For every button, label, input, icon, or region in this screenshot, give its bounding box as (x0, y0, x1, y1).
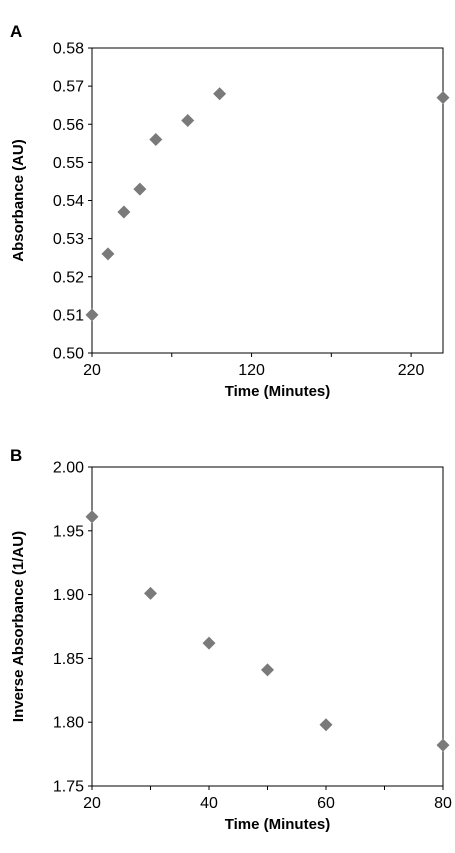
y-tick-label: 0.57 (53, 79, 84, 96)
y-tick-label: 2.00 (53, 460, 84, 477)
y-tick-label: 0.52 (53, 269, 84, 286)
y-tick-label: 1.90 (53, 587, 84, 604)
y-axis-title: Inverse Absorbance (1/AU) (10, 531, 27, 722)
x-tick-label: 40 (200, 795, 218, 812)
y-tick-label: 1.80 (53, 715, 84, 732)
plot-frame (91, 466, 444, 787)
data-point (144, 586, 157, 600)
y-tick-label: 0.56 (53, 117, 84, 134)
data-point (85, 308, 99, 322)
x-tick-label: 120 (238, 362, 265, 379)
data-point (436, 91, 450, 105)
x-axis-title: Time (Minutes) (225, 816, 331, 833)
y-tick-label: 0.55 (53, 155, 84, 172)
y-tick-label: 1.75 (53, 779, 84, 796)
x-axis-title: Time (Minutes) (225, 383, 331, 400)
y-tick-label: 0.54 (53, 193, 84, 210)
data-point (101, 247, 115, 261)
y-axis-title: Absorbance (AU) (10, 139, 27, 262)
chart-panel-b: B 1.75 1.80 1.85 1.90 1.95 2.00 20 40 60 80 Time (M… (10, 446, 452, 833)
chart-panel-a: A 0.50 0.51 0.52 0.53 0.54 0.55 0.56 0.57 0.58 20 1… (10, 22, 450, 400)
data-point (117, 205, 131, 219)
data-point (261, 663, 274, 677)
y-tick-label: 0.50 (53, 346, 84, 363)
data-point (85, 510, 99, 524)
x-tick-label: 20 (83, 795, 101, 812)
x-tick-label: 80 (434, 795, 452, 812)
data-point (436, 738, 450, 752)
x-tick-label: 20 (83, 362, 101, 379)
y-tick-label: 0.53 (53, 231, 84, 248)
y-tick-label: 1.85 (53, 651, 84, 668)
data-point (213, 87, 227, 101)
x-tick-label: 60 (317, 795, 335, 812)
data-point (202, 636, 216, 650)
y-tick-label: 1.95 (53, 523, 84, 540)
data-point (181, 113, 195, 127)
data-point (149, 133, 163, 146)
x-tick-label: 220 (398, 362, 425, 379)
panel-label: A (10, 22, 22, 41)
data-point (319, 718, 333, 732)
plot-frame (91, 47, 444, 354)
y-tick-label: 0.51 (53, 307, 84, 324)
data-point (133, 182, 147, 196)
panel-label: B (10, 446, 22, 465)
y-tick-label: 0.58 (53, 41, 84, 58)
